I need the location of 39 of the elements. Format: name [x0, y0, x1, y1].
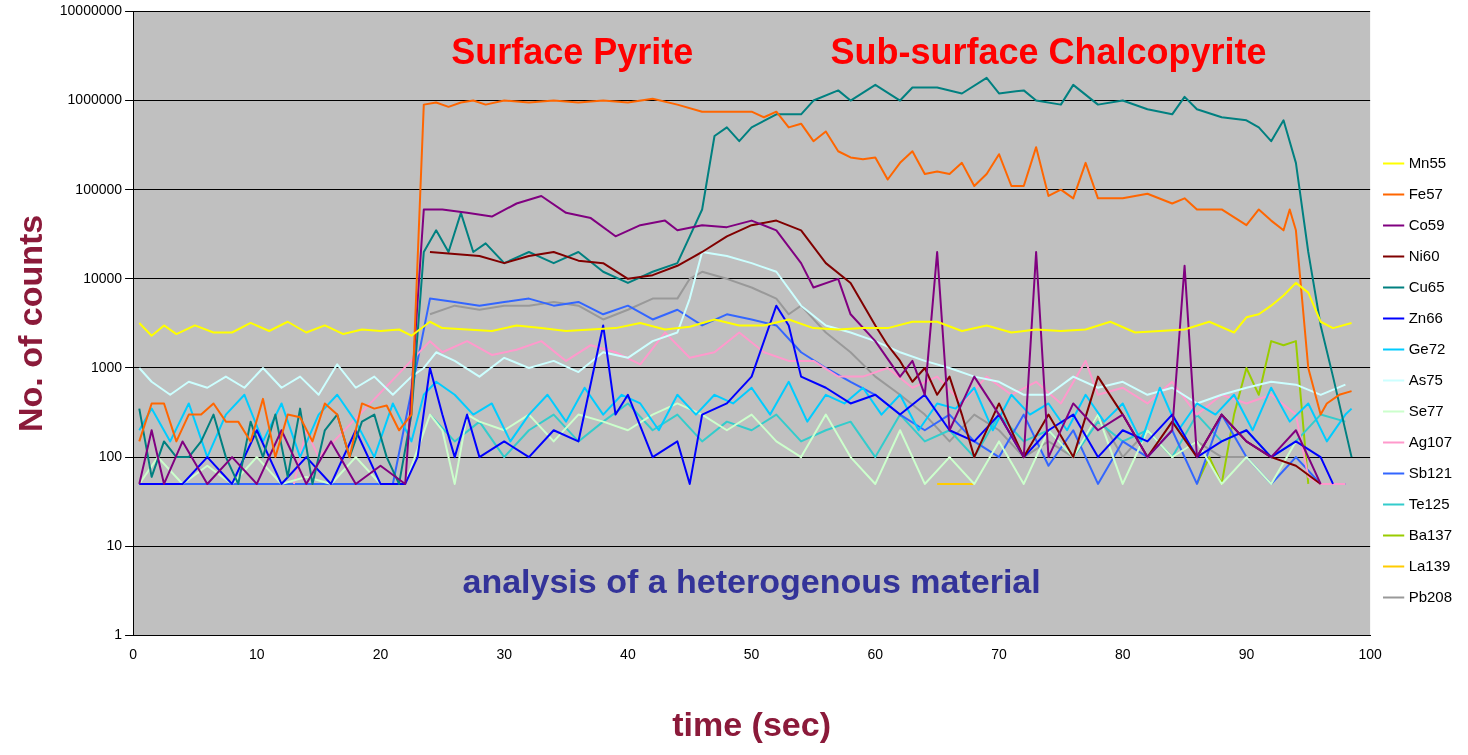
- annotation: Surface Pyrite: [451, 31, 694, 73]
- x-tick-label: 30: [496, 645, 513, 662]
- legend-label: Ag107: [1408, 432, 1452, 450]
- x-tick-label: 80: [1114, 645, 1131, 662]
- legend-label: Fe57: [1408, 184, 1443, 202]
- x-tick-label: 60: [867, 645, 884, 662]
- legend-label: Se77: [1408, 401, 1444, 419]
- legend-label: Te125: [1408, 494, 1450, 512]
- annotation: analysis of a heterogenous material: [462, 561, 1041, 600]
- y-tick-label: 10000000: [59, 2, 123, 19]
- legend-label: Zn66: [1408, 308, 1443, 326]
- x-tick-label: 40: [620, 645, 636, 662]
- y-tick-label: 1000000: [67, 91, 123, 108]
- legend-label: Pb208: [1408, 587, 1452, 605]
- x-tick-label: 20: [372, 645, 389, 662]
- x-tick-label: 0: [129, 645, 138, 662]
- y-axis-title: No. of counts: [10, 214, 49, 432]
- y-tick-label: 1000: [90, 358, 123, 375]
- legend-label: La139: [1408, 556, 1451, 574]
- y-tick-label: 10: [106, 537, 123, 554]
- x-axis-title: time (sec): [672, 704, 831, 743]
- legend-label: Ba137: [1408, 525, 1452, 543]
- legend-label: Mn55: [1408, 153, 1447, 171]
- x-tick-label: 90: [1238, 645, 1255, 662]
- legend-label: Ni60: [1408, 246, 1440, 264]
- legend-label: Cu65: [1408, 277, 1445, 295]
- y-tick-label: 100: [98, 447, 123, 464]
- annotation: Sub-surface Chalcopyrite: [830, 31, 1267, 73]
- x-tick-label: 10: [249, 645, 265, 662]
- legend-label: Ge72: [1408, 339, 1446, 357]
- y-tick-label: 1: [114, 626, 123, 643]
- legend-label: As75: [1408, 370, 1443, 388]
- x-tick-label: 70: [991, 645, 1008, 662]
- legend-label: Co59: [1408, 215, 1445, 233]
- legend-label: Sb121: [1408, 463, 1452, 481]
- y-tick-label: 100000: [75, 180, 123, 197]
- x-tick-label: 50: [743, 645, 760, 662]
- x-tick-label: 100: [1358, 645, 1383, 662]
- y-tick-label: 10000: [83, 269, 123, 286]
